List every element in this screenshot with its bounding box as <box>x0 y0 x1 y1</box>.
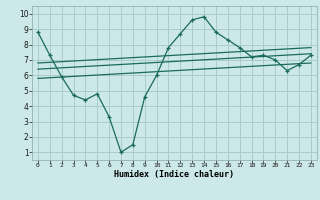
X-axis label: Humidex (Indice chaleur): Humidex (Indice chaleur) <box>115 170 234 179</box>
